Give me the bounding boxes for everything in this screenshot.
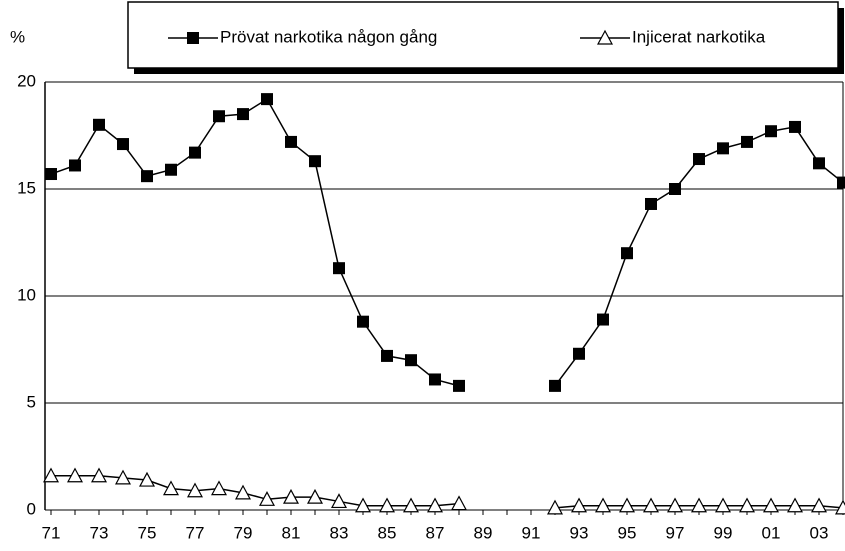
x-tick-label: 75 (138, 523, 157, 542)
data-point (426, 497, 444, 513)
x-tick-label: 89 (474, 523, 493, 542)
data-point (450, 495, 468, 511)
data-point (213, 110, 225, 123)
x-tick-label: 03 (810, 523, 829, 542)
data-point (669, 183, 681, 195)
data-point (261, 93, 273, 106)
data-point (93, 118, 105, 131)
x-tick-label: 97 (666, 523, 685, 542)
data-point (837, 176, 845, 189)
legend-marker (187, 32, 199, 44)
x-tick-label: 01 (762, 523, 781, 542)
data-point (714, 497, 732, 513)
data-point (549, 379, 561, 392)
data-point (642, 497, 660, 513)
data-point (330, 493, 348, 509)
data-point (618, 497, 636, 513)
data-point (378, 497, 396, 513)
data-point (234, 484, 252, 500)
x-tick-label: 95 (618, 523, 637, 542)
data-point (813, 157, 825, 170)
data-point (90, 467, 108, 483)
data-point (645, 197, 657, 210)
data-point (165, 163, 177, 176)
data-point (69, 159, 81, 172)
data-point (210, 480, 228, 496)
data-point (114, 469, 132, 485)
data-point (354, 497, 372, 513)
data-point (789, 120, 801, 133)
data-point (189, 146, 201, 159)
data-point (738, 497, 756, 513)
data-point (402, 497, 420, 513)
legend-box (127, 1, 839, 69)
data-point (357, 315, 369, 328)
x-tick-label: 99 (714, 523, 733, 542)
data-point (42, 467, 60, 483)
data-point (162, 480, 180, 496)
data-point (765, 125, 777, 138)
data-point (834, 499, 845, 515)
x-tick-label: 71 (42, 523, 61, 542)
data-point (693, 153, 705, 166)
data-point (117, 138, 129, 151)
data-point (690, 497, 708, 513)
y-tick-label: 10 (17, 285, 36, 304)
data-point (453, 379, 465, 392)
x-tick-label: 87 (426, 523, 445, 542)
series-line (50, 98, 844, 387)
x-tick-label: 91 (522, 523, 541, 542)
x-tick-label: 83 (330, 523, 349, 542)
data-point (333, 262, 345, 275)
data-point (285, 135, 297, 148)
data-point (186, 482, 204, 498)
data-point (570, 497, 588, 513)
data-point (717, 142, 729, 155)
data-point (573, 347, 585, 360)
data-point (594, 497, 612, 513)
y-axis-label: % (10, 27, 25, 46)
x-tick-label: 77 (186, 523, 205, 542)
data-point (666, 497, 684, 513)
y-tick-label: 0 (27, 499, 36, 518)
x-tick-label: 93 (570, 523, 589, 542)
data-point (45, 168, 57, 181)
data-point (405, 354, 417, 367)
data-point (597, 313, 609, 326)
y-tick-label: 5 (27, 392, 36, 411)
data-point (762, 497, 780, 513)
y-tick-label: 20 (17, 71, 36, 90)
data-point (810, 497, 828, 513)
x-tick-label: 73 (90, 523, 109, 542)
data-point (66, 467, 84, 483)
data-point (306, 488, 324, 504)
data-point (429, 373, 441, 386)
legend-label: Injicerat narkotika (632, 27, 766, 46)
data-point (141, 170, 153, 183)
legend-label: Prövat narkotika någon gång (220, 27, 437, 46)
legend-marker (596, 29, 614, 45)
data-point (237, 108, 249, 121)
data-point (309, 155, 321, 168)
data-point (621, 247, 633, 260)
x-tick-label: 85 (378, 523, 397, 542)
data-point (282, 488, 300, 504)
data-point (741, 135, 753, 148)
data-point (546, 499, 564, 515)
data-point (786, 497, 804, 513)
data-point (381, 349, 393, 362)
x-tick-label: 79 (234, 523, 253, 542)
data-point (258, 491, 276, 506)
x-tick-label: 81 (282, 523, 301, 542)
data-point (138, 471, 156, 487)
y-tick-label: 15 (17, 178, 36, 197)
